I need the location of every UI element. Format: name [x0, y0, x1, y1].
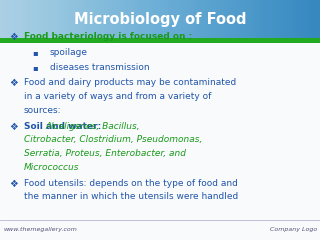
Text: ❖: ❖	[10, 122, 18, 132]
Text: Micrococcus: Micrococcus	[24, 163, 79, 172]
FancyBboxPatch shape	[0, 43, 320, 218]
Text: Microbiology of Food: Microbiology of Food	[74, 12, 246, 27]
Text: ❖: ❖	[10, 179, 18, 189]
Text: www.themegallery.com: www.themegallery.com	[3, 227, 77, 232]
Text: Food bacteriology is focused on :: Food bacteriology is focused on :	[24, 32, 192, 41]
Text: ▪: ▪	[32, 63, 38, 72]
Text: Company Logo: Company Logo	[269, 227, 317, 232]
Text: Serratia, Proteus, Enterobacter, and: Serratia, Proteus, Enterobacter, and	[24, 149, 186, 158]
Text: ❖: ❖	[10, 32, 18, 42]
Text: Food utensils: depends on the type of food and: Food utensils: depends on the type of fo…	[24, 179, 238, 188]
Text: sources:: sources:	[24, 106, 61, 115]
Text: in a variety of ways and from a variety of: in a variety of ways and from a variety …	[24, 92, 212, 101]
Text: diseases transmission: diseases transmission	[50, 63, 149, 72]
Text: Food and dairy products may be contaminated: Food and dairy products may be contamina…	[24, 78, 236, 87]
Text: ▪: ▪	[32, 48, 38, 57]
FancyBboxPatch shape	[0, 0, 320, 40]
Text: ❖: ❖	[10, 78, 18, 88]
Text: Alcaligenes, Bacillus,: Alcaligenes, Bacillus,	[45, 122, 140, 131]
Text: Soil and water:: Soil and water:	[24, 122, 104, 131]
Text: Citrobacter, Clostridium, Pseudomonas,: Citrobacter, Clostridium, Pseudomonas,	[24, 135, 202, 144]
Text: spoilage: spoilage	[50, 48, 88, 57]
FancyBboxPatch shape	[0, 38, 320, 43]
Text: the manner in which the utensils were handled: the manner in which the utensils were ha…	[24, 192, 238, 202]
